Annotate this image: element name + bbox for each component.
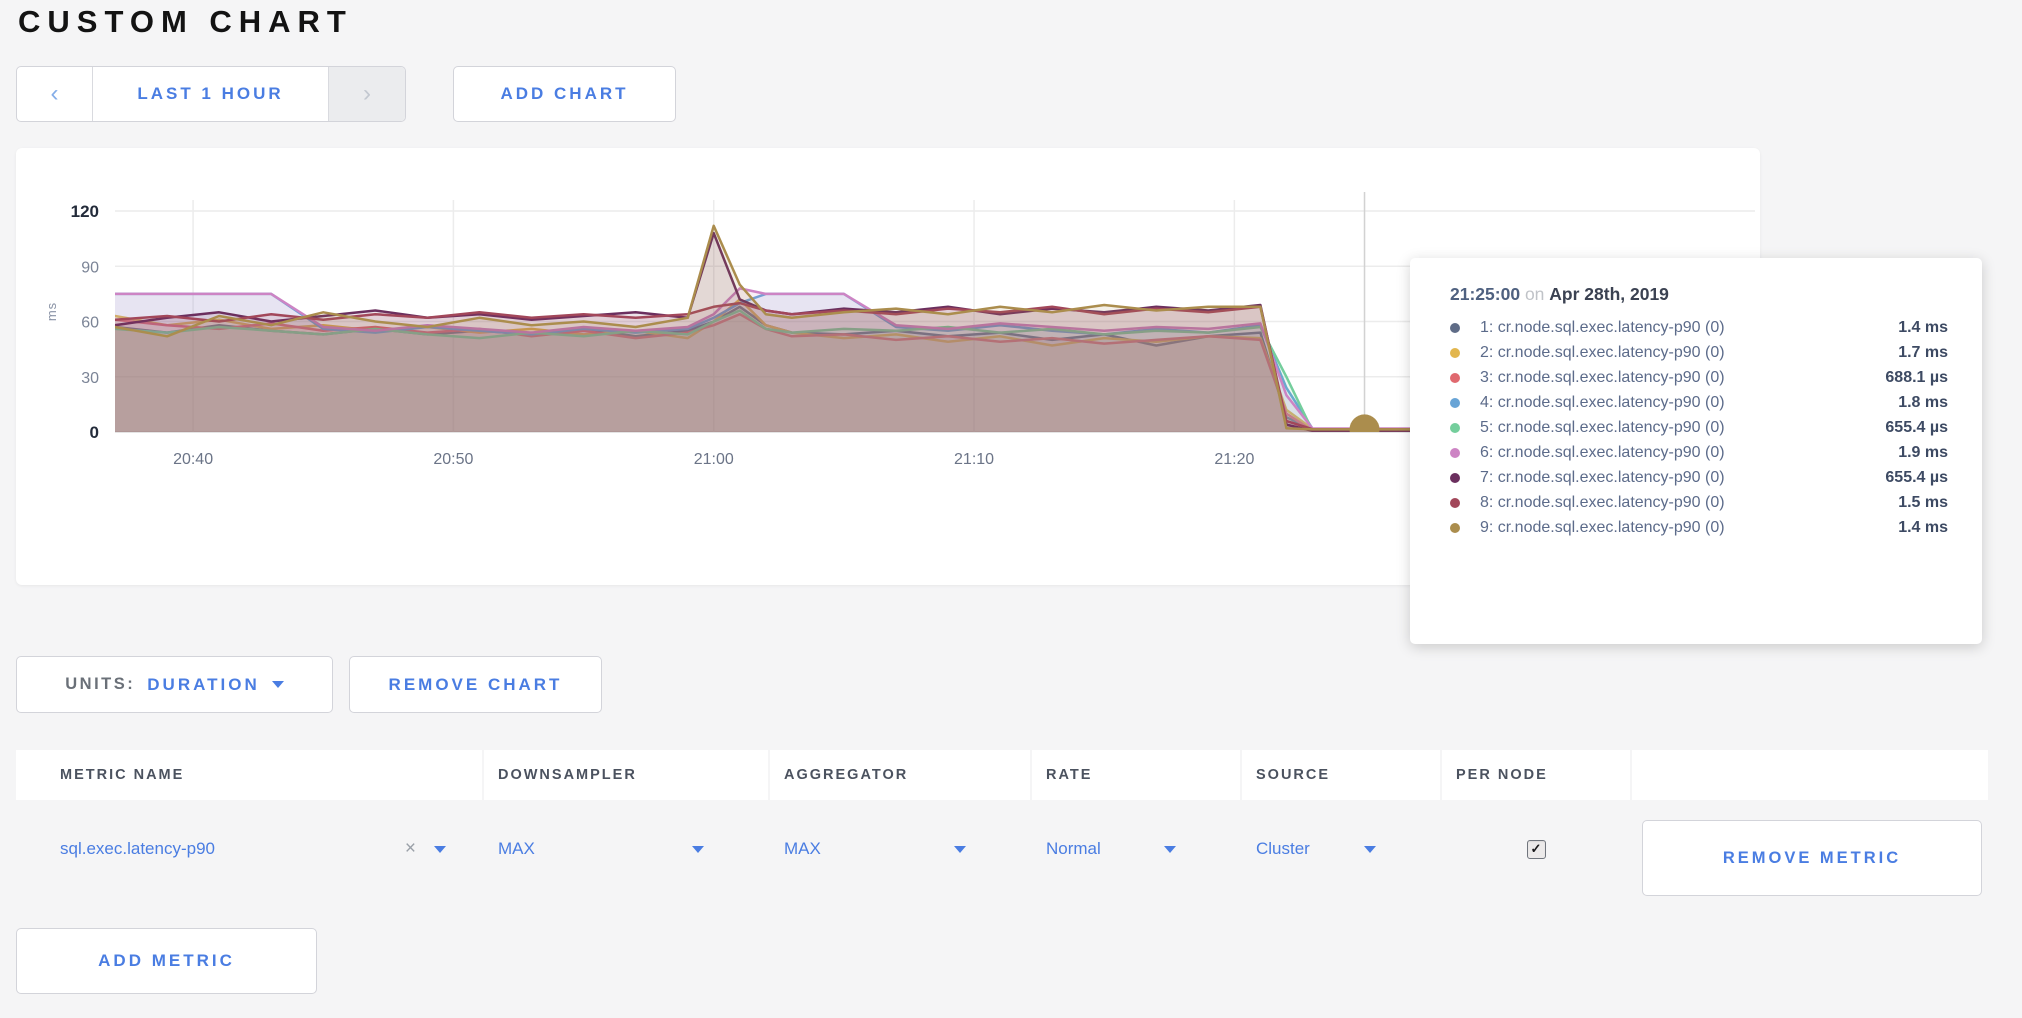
- tooltip-series-label: 7: cr.node.sql.exec.latency-p90 (0): [1480, 468, 1725, 486]
- series-color-dot-icon: [1450, 422, 1460, 433]
- tooltip-series-label: 4: cr.node.sql.exec.latency-p90 (0): [1480, 393, 1725, 411]
- svg-text:120: 120: [71, 202, 99, 221]
- tooltip-series-value: 655.4 µs: [1885, 468, 1948, 486]
- units-label: UNITS:: [65, 675, 136, 693]
- tooltip-series-value: 1.5 ms: [1898, 493, 1948, 511]
- units-value: DURATION: [147, 674, 260, 694]
- metric-name-value[interactable]: sql.exec.latency-p90: [60, 839, 215, 858]
- caret-down-icon[interactable]: [434, 845, 446, 853]
- chevron-right-icon: ›: [363, 80, 371, 107]
- rate-dropdown[interactable]: Normal: [1032, 800, 1240, 898]
- series-color-dot-icon: [1450, 372, 1460, 383]
- header-actions: [1632, 750, 1988, 800]
- remove-metric-button[interactable]: REMOVE METRIC: [1642, 820, 1982, 896]
- chart-hover-tooltip: 21:25:00 on Apr 28th, 2019 1: cr.node.sq…: [1410, 258, 1982, 644]
- header-source: SOURCE: [1242, 750, 1440, 800]
- tooltip-series-list: 1: cr.node.sql.exec.latency-p90 (0) 1.4 m…: [1450, 315, 1948, 540]
- units-dropdown[interactable]: UNITS: DURATION: [16, 656, 333, 713]
- close-icon[interactable]: ×: [404, 838, 416, 859]
- time-range-label-button[interactable]: LAST 1 HOUR: [137, 84, 284, 103]
- series-color-dot-icon: [1450, 397, 1460, 408]
- tooltip-series-value: 1.7 ms: [1898, 343, 1948, 361]
- tooltip-series-row: 6: cr.node.sql.exec.latency-p90 (0) 1.9 m…: [1450, 440, 1948, 465]
- svg-text:30: 30: [81, 370, 99, 387]
- tooltip-date: Apr 28th, 2019: [1549, 284, 1669, 304]
- add-chart-button[interactable]: ADD CHART: [453, 66, 676, 122]
- tooltip-series-value: 1.4 ms: [1898, 318, 1948, 336]
- header-downsampler: DOWNSAMPLER: [484, 750, 768, 800]
- series-color-dot-icon: [1450, 472, 1460, 483]
- caret-down-icon: [1364, 846, 1376, 853]
- tooltip-series-value: 1.4 ms: [1898, 518, 1948, 536]
- svg-text:21:00: 21:00: [694, 451, 734, 468]
- tooltip-conjunction: on: [1524, 284, 1545, 304]
- add-metric-button[interactable]: ADD METRIC: [16, 928, 317, 994]
- per-node-checkbox[interactable]: ✓: [1526, 839, 1546, 859]
- tooltip-series-label: 5: cr.node.sql.exec.latency-p90 (0): [1480, 418, 1725, 436]
- tooltip-series-label: 3: cr.node.sql.exec.latency-p90 (0): [1480, 368, 1725, 386]
- time-range-prev-button[interactable]: ‹: [17, 67, 93, 121]
- remove-chart-button[interactable]: REMOVE CHART: [349, 656, 602, 713]
- tooltip-series-row: 5: cr.node.sql.exec.latency-p90 (0) 655.4…: [1450, 415, 1948, 440]
- svg-text:21:20: 21:20: [1214, 451, 1254, 468]
- tooltip-series-label: 8: cr.node.sql.exec.latency-p90 (0): [1480, 493, 1725, 511]
- tooltip-series-label: 6: cr.node.sql.exec.latency-p90 (0): [1480, 443, 1725, 461]
- tooltip-series-value: 1.9 ms: [1898, 443, 1948, 461]
- downsampler-dropdown[interactable]: MAX: [484, 800, 768, 898]
- downsampler-value: MAX: [498, 839, 535, 858]
- svg-text:0: 0: [90, 423, 99, 442]
- series-color-dot-icon: [1450, 322, 1460, 333]
- tooltip-time: 21:25:00: [1450, 284, 1521, 304]
- source-value: Cluster: [1256, 839, 1310, 858]
- header-aggregator: AGGREGATOR: [770, 750, 1030, 800]
- header-rate: RATE: [1032, 750, 1240, 800]
- per-node-cell: ✓: [1442, 800, 1630, 898]
- series-color-dot-icon: [1450, 447, 1460, 458]
- tooltip-title: 21:25:00 on Apr 28th, 2019: [1450, 284, 1948, 305]
- aggregator-dropdown[interactable]: MAX: [770, 800, 1030, 898]
- tooltip-series-value: 655.4 µs: [1885, 418, 1948, 436]
- latency-area-chart[interactable]: 0 30 60 90 120 20:40 20:50 21:00 21:10 21:20: [16, 148, 1760, 585]
- series-color-dot-icon: [1450, 497, 1460, 508]
- tooltip-series-row: 1: cr.node.sql.exec.latency-p90 (0) 1.4 m…: [1450, 315, 1948, 340]
- svg-text:20:50: 20:50: [433, 451, 473, 468]
- caret-down-icon: [692, 846, 704, 853]
- tooltip-series-row: 9: cr.node.sql.exec.latency-p90 (0) 1.4 m…: [1450, 515, 1948, 540]
- header-per-node: PER NODE: [1442, 750, 1630, 800]
- source-dropdown[interactable]: Cluster: [1242, 800, 1440, 898]
- caret-down-icon: [954, 846, 966, 853]
- tooltip-series-label: 1: cr.node.sql.exec.latency-p90 (0): [1480, 318, 1725, 336]
- tooltip-series-row: 2: cr.node.sql.exec.latency-p90 (0) 1.7 m…: [1450, 340, 1948, 365]
- svg-text:20:40: 20:40: [173, 451, 213, 468]
- tooltip-series-label: 9: cr.node.sql.exec.latency-p90 (0): [1480, 518, 1725, 536]
- svg-text:60: 60: [81, 315, 99, 332]
- tooltip-series-row: 8: cr.node.sql.exec.latency-p90 (0) 1.5 m…: [1450, 490, 1948, 515]
- series-color-dot-icon: [1450, 522, 1460, 533]
- tooltip-series-value: 1.8 ms: [1898, 393, 1948, 411]
- tooltip-series-label: 2: cr.node.sql.exec.latency-p90 (0): [1480, 343, 1725, 361]
- header-metric-name: METRIC NAME: [16, 750, 482, 800]
- tooltip-series-row: 7: cr.node.sql.exec.latency-p90 (0) 655.4…: [1450, 465, 1948, 490]
- page-title: CUSTOM CHART: [18, 4, 353, 39]
- svg-text:90: 90: [81, 259, 99, 276]
- series-color-dot-icon: [1450, 347, 1460, 358]
- tooltip-series-value: 688.1 µs: [1885, 368, 1948, 386]
- time-range-selector[interactable]: ‹ LAST 1 HOUR ›: [16, 66, 406, 122]
- chevron-left-icon: ‹: [50, 80, 59, 107]
- tooltip-series-row: 3: cr.node.sql.exec.latency-p90 (0) 688.1…: [1450, 365, 1948, 390]
- time-range-next-button[interactable]: ›: [328, 67, 405, 121]
- caret-down-icon: [1164, 846, 1176, 853]
- caret-down-icon: [271, 681, 284, 688]
- svg-text:21:10: 21:10: [954, 451, 994, 468]
- tooltip-series-row: 4: cr.node.sql.exec.latency-p90 (0) 1.8 m…: [1450, 390, 1948, 415]
- rate-value: Normal: [1046, 839, 1101, 858]
- aggregator-value: MAX: [784, 839, 821, 858]
- metric-name-cell[interactable]: sql.exec.latency-p90 ×: [16, 800, 482, 898]
- metric-name-controls: ×: [405, 838, 446, 860]
